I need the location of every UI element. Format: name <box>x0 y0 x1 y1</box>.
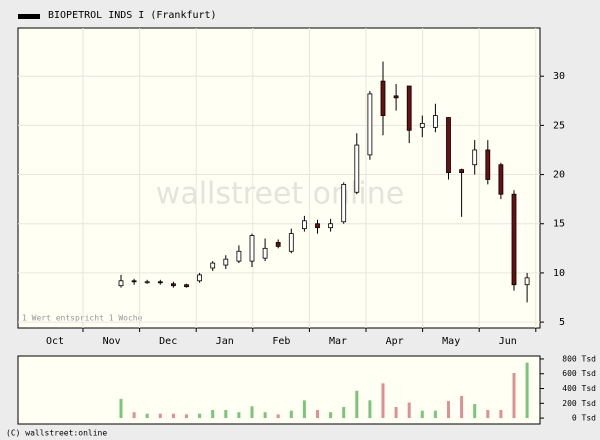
x-tick-label: Dec <box>159 336 177 347</box>
volume-bar <box>224 409 228 419</box>
candle-body <box>118 280 124 287</box>
volume-tick-label: 0 Tsd <box>572 414 596 423</box>
volume-bar <box>158 413 162 419</box>
volume-bar <box>132 412 136 419</box>
y-tick-label: 15 <box>553 219 565 230</box>
volume-bar <box>512 373 516 419</box>
candle-body <box>393 95 399 99</box>
y-tick-label: 10 <box>553 268 565 279</box>
candle-body <box>459 169 465 173</box>
volume-tick-label: 600 Tsd <box>562 369 596 378</box>
candle-body <box>315 223 320 229</box>
legend-swatch <box>18 14 40 19</box>
candle-body <box>432 115 438 128</box>
price-panel <box>17 27 541 329</box>
volume-bar <box>473 404 477 419</box>
volume-bar <box>171 413 175 419</box>
candle-body <box>328 223 334 229</box>
volume-bar <box>185 414 188 419</box>
volume-bar <box>289 410 293 419</box>
note: 1 Wert entspricht 1 Woche <box>22 314 143 323</box>
y-tick-label: 5 <box>559 317 565 328</box>
x-tick-label: Mar <box>329 336 347 347</box>
candle-body <box>184 284 189 288</box>
volume-bar <box>368 400 372 419</box>
volume-bar <box>407 402 411 419</box>
candle-body <box>144 281 150 284</box>
candle-body <box>419 123 425 128</box>
candle-body <box>341 183 347 223</box>
candle-body <box>275 242 281 247</box>
candle-body <box>485 149 491 180</box>
volume-bar <box>381 383 385 419</box>
volume-bar <box>237 412 241 419</box>
x-tick-label: Jun <box>499 336 517 347</box>
volume-bar <box>499 409 503 419</box>
volume-bar <box>276 414 280 419</box>
volume-bar <box>525 362 529 419</box>
candle-body <box>210 262 216 269</box>
x-tick-label: Feb <box>272 336 290 347</box>
y-tick-label: 30 <box>553 71 565 82</box>
volume-bar <box>447 401 450 419</box>
candle-body <box>406 85 412 131</box>
y-tick-label: 20 <box>553 170 565 181</box>
candle-body <box>380 80 386 116</box>
volume-tick-label: 400 Tsd <box>562 384 596 393</box>
volume-bar <box>420 410 424 419</box>
candle-body <box>301 220 307 230</box>
watermark: wallstreet online <box>156 177 404 212</box>
volume-bar <box>263 412 267 419</box>
volume-bar <box>145 413 149 419</box>
candle-body <box>354 144 360 193</box>
candle-body <box>511 193 517 286</box>
candle-body <box>367 93 373 156</box>
candle-body <box>236 250 242 262</box>
volume-tick-label: 200 Tsd <box>562 399 596 408</box>
candle-body <box>262 247 268 259</box>
x-tick-label: Jan <box>216 336 234 347</box>
volume-bar <box>250 406 254 419</box>
x-tick-label: Apr <box>386 336 404 347</box>
candle-body <box>446 117 451 173</box>
copyright: (C) wallstreet:online <box>6 429 107 438</box>
x-tick-label: Nov <box>103 336 121 347</box>
candle-body <box>157 281 163 284</box>
y-tick-label: 25 <box>553 120 565 131</box>
candle-body <box>170 283 176 287</box>
volume-bar <box>329 412 333 419</box>
volume-bar <box>460 395 464 419</box>
chart-title: BIOPETROL INDS I (Frankfurt) <box>48 10 217 21</box>
candle-body <box>223 258 229 266</box>
volume-bar <box>355 390 359 419</box>
volume-bar <box>316 409 319 419</box>
volume-bar <box>433 410 437 419</box>
volume-bar <box>342 407 346 419</box>
volume-bar <box>486 409 490 419</box>
x-tick-label: Oct <box>46 336 64 347</box>
candle-body <box>249 235 255 262</box>
volume-tick-label: 800 Tsd <box>562 354 596 363</box>
candle-body <box>472 149 478 166</box>
volume-panel <box>17 355 541 425</box>
x-tick-label: May <box>442 336 460 347</box>
volume-bar <box>394 407 398 419</box>
candle-body <box>498 164 504 195</box>
volume-bar <box>211 409 215 419</box>
candle-body <box>288 233 294 252</box>
volume-bar <box>198 413 202 419</box>
candle-body <box>197 274 203 282</box>
candle-body <box>524 277 530 286</box>
volume-bar <box>119 398 123 419</box>
candle-body <box>131 280 137 283</box>
volume-bar <box>302 400 306 419</box>
